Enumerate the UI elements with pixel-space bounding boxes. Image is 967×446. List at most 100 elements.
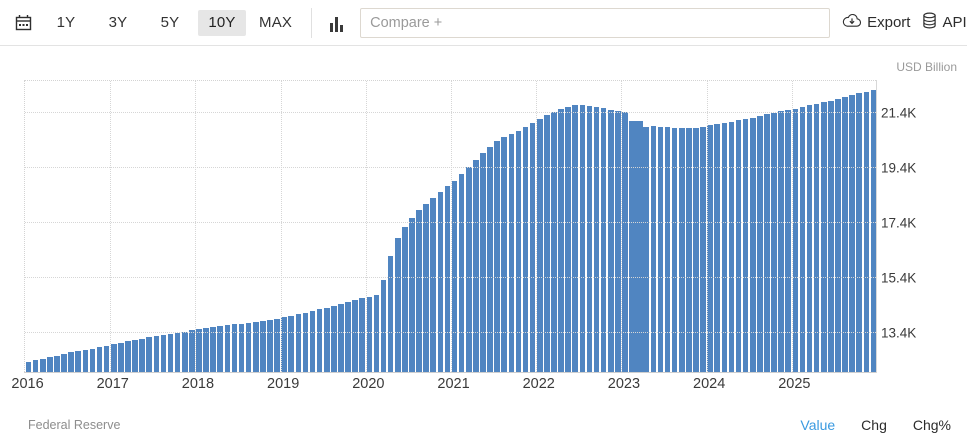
chart-bar[interactable] [671, 127, 678, 372]
chart-bar[interactable] [707, 125, 713, 372]
chart-bar[interactable] [323, 307, 330, 372]
chart-bar[interactable] [600, 108, 607, 372]
chart-bar[interactable] [501, 137, 508, 372]
chart-bar[interactable] [686, 128, 692, 372]
chart-bar[interactable] [522, 127, 529, 372]
chart-bar[interactable] [515, 130, 522, 372]
chart-bar[interactable] [856, 93, 863, 372]
chart-bar[interactable] [437, 192, 444, 372]
chart-bar[interactable] [174, 332, 181, 372]
footer-tab-chgpct[interactable]: Chg% [912, 417, 951, 433]
chart-bar[interactable] [281, 317, 287, 372]
chart-bar[interactable] [572, 105, 579, 372]
chart-bar[interactable] [749, 117, 756, 372]
chart-bar[interactable] [189, 330, 195, 372]
chart-bar[interactable] [416, 210, 422, 372]
chart-bar[interactable] [217, 325, 224, 372]
chart-bar[interactable] [799, 107, 806, 372]
chart-bar[interactable] [544, 115, 550, 372]
chart-bar[interactable] [778, 111, 784, 372]
chart-bar[interactable] [494, 141, 500, 372]
chart-bar[interactable] [735, 120, 742, 372]
chart-bar[interactable] [409, 217, 415, 372]
range-button-3y[interactable]: 3Y [94, 10, 142, 36]
chart-bar[interactable] [245, 322, 252, 372]
bar-chart-icon[interactable] [322, 9, 350, 37]
plot-area[interactable] [24, 80, 877, 372]
chart-bar[interactable] [480, 153, 486, 372]
chart-bar[interactable] [146, 337, 153, 372]
chart-bar[interactable] [160, 335, 167, 372]
chart-bar[interactable] [210, 326, 216, 372]
chart-bar[interactable] [373, 295, 380, 372]
chart-bar[interactable] [68, 352, 74, 372]
chart-bar[interactable] [870, 90, 877, 372]
chart-bar[interactable] [863, 91, 870, 372]
chart-bar[interactable] [757, 116, 763, 372]
chart-bar[interactable] [61, 354, 67, 372]
chart-bar[interactable] [792, 108, 799, 372]
chart-bar[interactable] [96, 347, 103, 372]
chart-bar[interactable] [181, 331, 188, 372]
chart-bar[interactable] [430, 198, 437, 372]
compare-input[interactable] [360, 7, 831, 38]
chart-bar[interactable] [252, 321, 259, 372]
chart-bar[interactable] [267, 319, 273, 372]
chart-bar[interactable] [82, 349, 89, 372]
chart-bar[interactable] [664, 127, 671, 372]
chart-bar[interactable] [813, 103, 820, 372]
chart-bar[interactable] [316, 309, 323, 372]
chart-bar[interactable] [47, 357, 53, 372]
chart-bar[interactable] [338, 303, 344, 372]
chart-bar[interactable] [650, 125, 657, 372]
chart-bar[interactable] [529, 123, 536, 372]
range-button-10y[interactable]: 10Y [198, 9, 246, 36]
chart-bar[interactable] [849, 95, 855, 372]
chart-bar[interactable] [742, 119, 749, 372]
chart-bar[interactable] [615, 111, 621, 372]
chart-bar[interactable] [764, 114, 770, 372]
chart-bar[interactable] [508, 133, 515, 372]
chart-bar[interactable] [586, 105, 593, 372]
chart-bar[interactable] [657, 126, 664, 372]
chart-bar[interactable] [842, 97, 848, 372]
chart-bar[interactable] [607, 109, 614, 372]
chart-bar[interactable] [785, 110, 792, 372]
range-button-max[interactable]: MAX [250, 10, 301, 36]
chart-bar[interactable] [196, 329, 202, 372]
chart-bar[interactable] [714, 123, 721, 372]
chart-bar[interactable] [238, 323, 245, 372]
chart-bar[interactable] [139, 338, 145, 372]
chart-bar[interactable] [167, 334, 174, 372]
chart-bar[interactable] [565, 106, 571, 372]
chart-bar[interactable] [309, 311, 316, 372]
chart-bar[interactable] [380, 279, 387, 372]
chart-bar[interactable] [473, 159, 479, 372]
chart-bar[interactable] [75, 351, 82, 372]
chart-bar[interactable] [260, 321, 266, 372]
chart-bar[interactable] [423, 203, 429, 372]
chart-bar[interactable] [487, 146, 493, 372]
chart-bar[interactable] [402, 227, 408, 372]
range-button-1y[interactable]: 1Y [42, 10, 90, 36]
chart-bar[interactable] [728, 121, 735, 372]
chart-bar[interactable] [118, 342, 124, 372]
chart-bar[interactable] [103, 345, 110, 372]
chart-bar[interactable] [295, 314, 302, 372]
chart-bar[interactable] [828, 100, 834, 372]
chart-bar[interactable] [110, 344, 117, 372]
chart-bar[interactable] [678, 128, 685, 372]
chart-bar[interactable] [331, 305, 337, 372]
chart-bar[interactable] [54, 356, 60, 372]
chart-bar[interactable] [132, 340, 138, 372]
chart-bar[interactable] [125, 341, 131, 372]
chart-bar[interactable] [387, 256, 394, 372]
chart-bar[interactable] [693, 127, 699, 372]
chart-bar[interactable] [444, 186, 451, 372]
calendar-icon[interactable] [8, 8, 38, 38]
chart-bar[interactable] [366, 296, 373, 372]
chart-bar[interactable] [579, 104, 586, 372]
chart-bar[interactable] [25, 362, 32, 372]
range-button-5y[interactable]: 5Y [146, 10, 194, 36]
chart-bar[interactable] [32, 360, 39, 372]
